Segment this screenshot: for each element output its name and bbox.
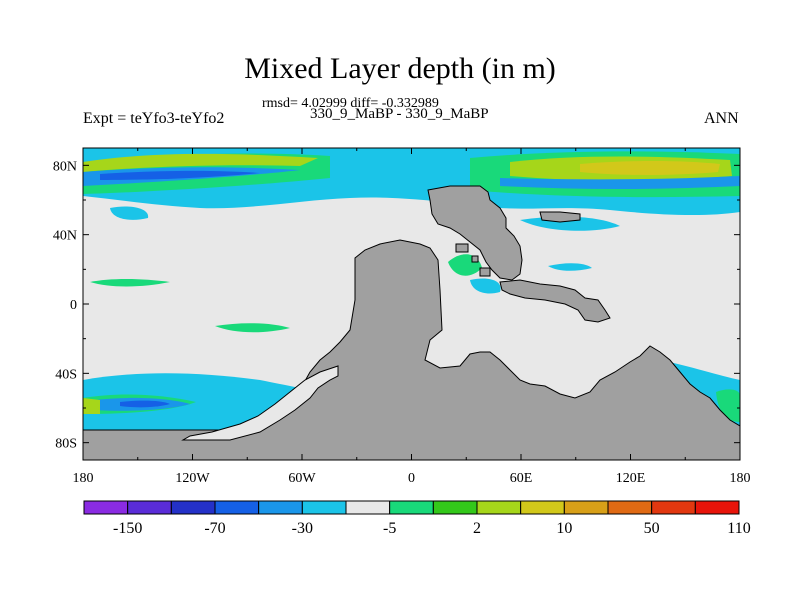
colorbar-label: -5 bbox=[383, 520, 396, 537]
landmass-island bbox=[539, 211, 581, 223]
landmass-island bbox=[455, 243, 469, 253]
x-tick-label: 120E bbox=[616, 471, 646, 486]
y-tick-label: 80S bbox=[55, 437, 77, 452]
colorbar-swatch bbox=[258, 500, 303, 515]
colorbar-swatch bbox=[607, 500, 653, 515]
season-label: ANN bbox=[704, 110, 739, 127]
contour-patch-yellowgreen bbox=[83, 398, 100, 414]
colorbar-swatch bbox=[476, 500, 522, 515]
landmass-east-arm bbox=[499, 279, 611, 323]
x-tick-label: 60E bbox=[510, 471, 533, 486]
y-tick-label: 80N bbox=[53, 159, 77, 174]
x-tick-label: 180 bbox=[73, 471, 94, 486]
x-tick-label: 180 bbox=[730, 471, 751, 486]
colorbar-swatch bbox=[651, 500, 696, 515]
colorbar-label: 2 bbox=[473, 520, 481, 537]
landmass-north-peninsula bbox=[427, 185, 523, 281]
x-tick-label: 0 bbox=[408, 471, 415, 486]
y-tick-label: 40N bbox=[53, 229, 77, 244]
inland-sea bbox=[181, 365, 339, 441]
chart-subtitle: 330_9_MaBP - 330_9_MaBP bbox=[310, 106, 489, 122]
experiment-label: Expt = teYfo3-teYfo2 bbox=[83, 110, 225, 127]
colorbar-swatch bbox=[301, 500, 347, 515]
colorbar-swatch bbox=[170, 500, 216, 515]
y-axis: 80N 40N 0 40S 80S bbox=[53, 159, 740, 452]
landmass-main bbox=[83, 239, 740, 460]
colorbar-label: -70 bbox=[204, 520, 225, 537]
contour-band-south-deepblue bbox=[120, 400, 170, 408]
map-plot bbox=[83, 148, 740, 460]
colorbar-swatch bbox=[432, 500, 478, 515]
colorbar-label: 110 bbox=[727, 520, 750, 537]
colorbar-swatch bbox=[389, 500, 434, 515]
colorbar-swatch bbox=[83, 500, 129, 515]
contour-patch-cyan bbox=[470, 278, 501, 294]
contour-patch-cyan bbox=[110, 206, 149, 220]
landmass-island bbox=[479, 267, 491, 277]
colorbar-label: 10 bbox=[556, 520, 572, 537]
colorbar-label: 50 bbox=[644, 520, 660, 537]
x-axis: 180 120W 60W 0 60E 120E 180 bbox=[73, 148, 751, 486]
contour-band-north-deepblue bbox=[100, 170, 260, 180]
contour-patch-green bbox=[215, 323, 290, 333]
colorbar-swatch bbox=[520, 500, 565, 515]
contour-band-north-yellowgreen bbox=[83, 153, 318, 172]
contour-patch-green bbox=[90, 279, 170, 287]
colorbar-swatch bbox=[345, 500, 391, 515]
x-tick-label: 60W bbox=[288, 471, 316, 486]
contour-band-northeast-blue bbox=[500, 176, 740, 189]
x-tick-label: 120W bbox=[175, 471, 210, 486]
landmass-island bbox=[471, 255, 479, 263]
colorbar-swatch bbox=[694, 500, 740, 515]
colorbar-label: -150 bbox=[113, 520, 142, 537]
colorbar-swatch bbox=[563, 500, 609, 515]
contour-patch-green bbox=[716, 389, 740, 422]
colorbar-swatch bbox=[127, 500, 172, 515]
stats-label: rmsd= 4.02999 diff= -0.332989 bbox=[262, 96, 439, 111]
y-tick-label: 40S bbox=[55, 367, 77, 382]
colorbar-swatch bbox=[214, 500, 260, 515]
colorbar-label: -30 bbox=[292, 520, 313, 537]
contour-band-northeast-yellow bbox=[580, 161, 720, 175]
contour-patch-cyan bbox=[548, 263, 592, 271]
chart-title: Mixed Layer depth (in m) bbox=[244, 52, 556, 85]
colorbar: -150 -70 -30 -5 2 10 50 110 bbox=[83, 500, 751, 537]
y-tick-label: 0 bbox=[70, 298, 77, 313]
